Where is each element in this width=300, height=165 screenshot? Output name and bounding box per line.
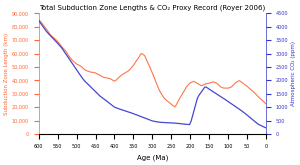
X-axis label: Age (Ma): Age (Ma) [136,154,168,161]
Y-axis label: Subduction Zone Length (km): Subduction Zone Length (km) [4,33,9,115]
Title: Total Subduction Zone Lengths & CO₂ Proxy Record (Royer 2006): Total Subduction Zone Lengths & CO₂ Prox… [39,4,266,11]
Y-axis label: Atmospheric CO₂ (ppm): Atmospheric CO₂ (ppm) [291,41,296,106]
